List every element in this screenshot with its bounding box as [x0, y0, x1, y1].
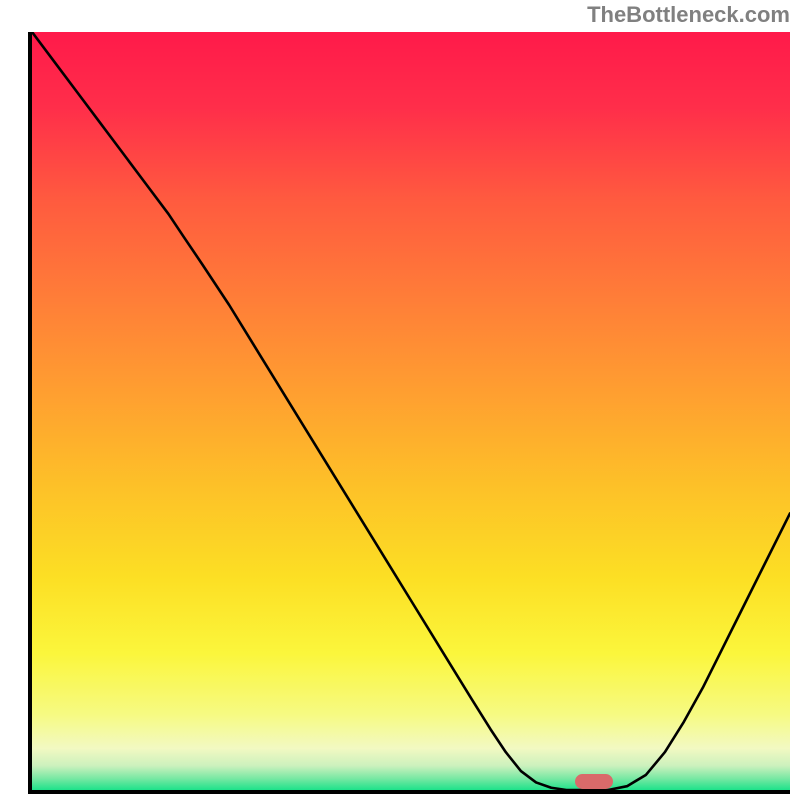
y-axis	[28, 32, 32, 794]
watermark-text: TheBottleneck.com	[587, 2, 790, 28]
optimum-marker	[575, 774, 613, 789]
bottleneck-curve	[32, 32, 790, 790]
curve-svg	[32, 32, 790, 790]
plot-area	[32, 32, 790, 790]
x-axis	[28, 790, 790, 794]
chart-container: TheBottleneck.com	[0, 0, 800, 800]
